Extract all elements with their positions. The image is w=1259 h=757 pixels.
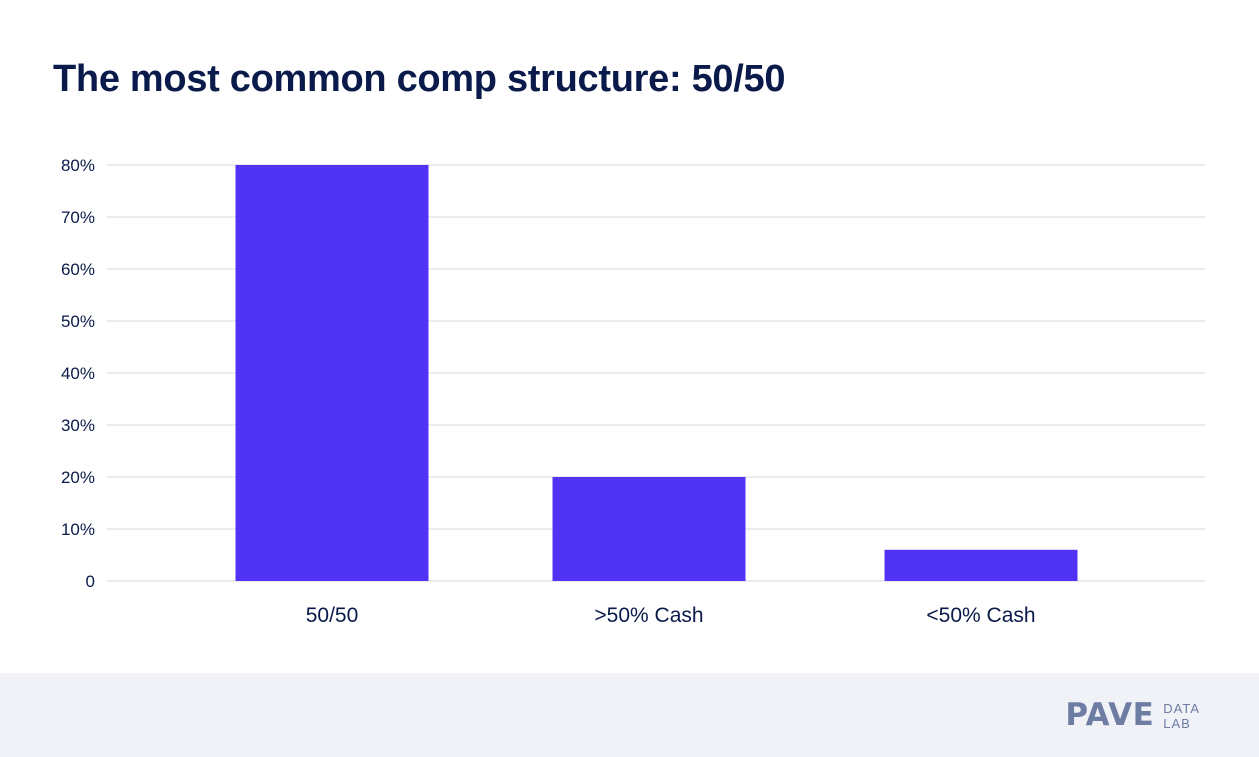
y-tick-label: 10% <box>61 520 95 539</box>
bar <box>235 165 429 581</box>
y-tick-label: 40% <box>61 364 95 383</box>
bar <box>884 549 1078 581</box>
y-tick-label: 70% <box>61 208 95 227</box>
bar <box>552 477 746 581</box>
footer: PAVE DATA LAB <box>0 673 1259 757</box>
y-tick-label: 50% <box>61 312 95 331</box>
y-axis-ticks: 0 10% 20% 30% 40% 50% 60% 70% 80% <box>61 156 95 591</box>
x-tick-label: 50/50 <box>306 604 359 627</box>
brand-sub-line1: DATA <box>1163 700 1200 716</box>
pave-data-lab-logo: PAVE DATA LAB <box>1065 700 1200 731</box>
y-tick-label: 60% <box>61 260 95 279</box>
x-tick-label: >50% Cash <box>594 604 703 627</box>
brand-sub-line2: LAB <box>1163 715 1191 731</box>
chart-title: The most common comp structure: 50/50 <box>53 58 786 100</box>
brand-name: PAVE <box>1065 697 1155 733</box>
y-tick-label: 20% <box>61 468 95 487</box>
y-tick-label: 80% <box>61 156 95 175</box>
brand-subtitle: DATA LAB <box>1163 701 1200 731</box>
x-tick-label: <50% Cash <box>926 604 1035 627</box>
bar-chart: 0 10% 20% 30% 40% 50% 60% 70% 80% 50/50 >50% Cash… <box>61 156 1205 627</box>
y-tick-label: 0 <box>86 572 95 591</box>
y-tick-label: 30% <box>61 416 95 435</box>
bars <box>235 165 1078 581</box>
x-axis-ticks: 50/50 >50% Cash <50% Cash <box>306 604 1036 627</box>
